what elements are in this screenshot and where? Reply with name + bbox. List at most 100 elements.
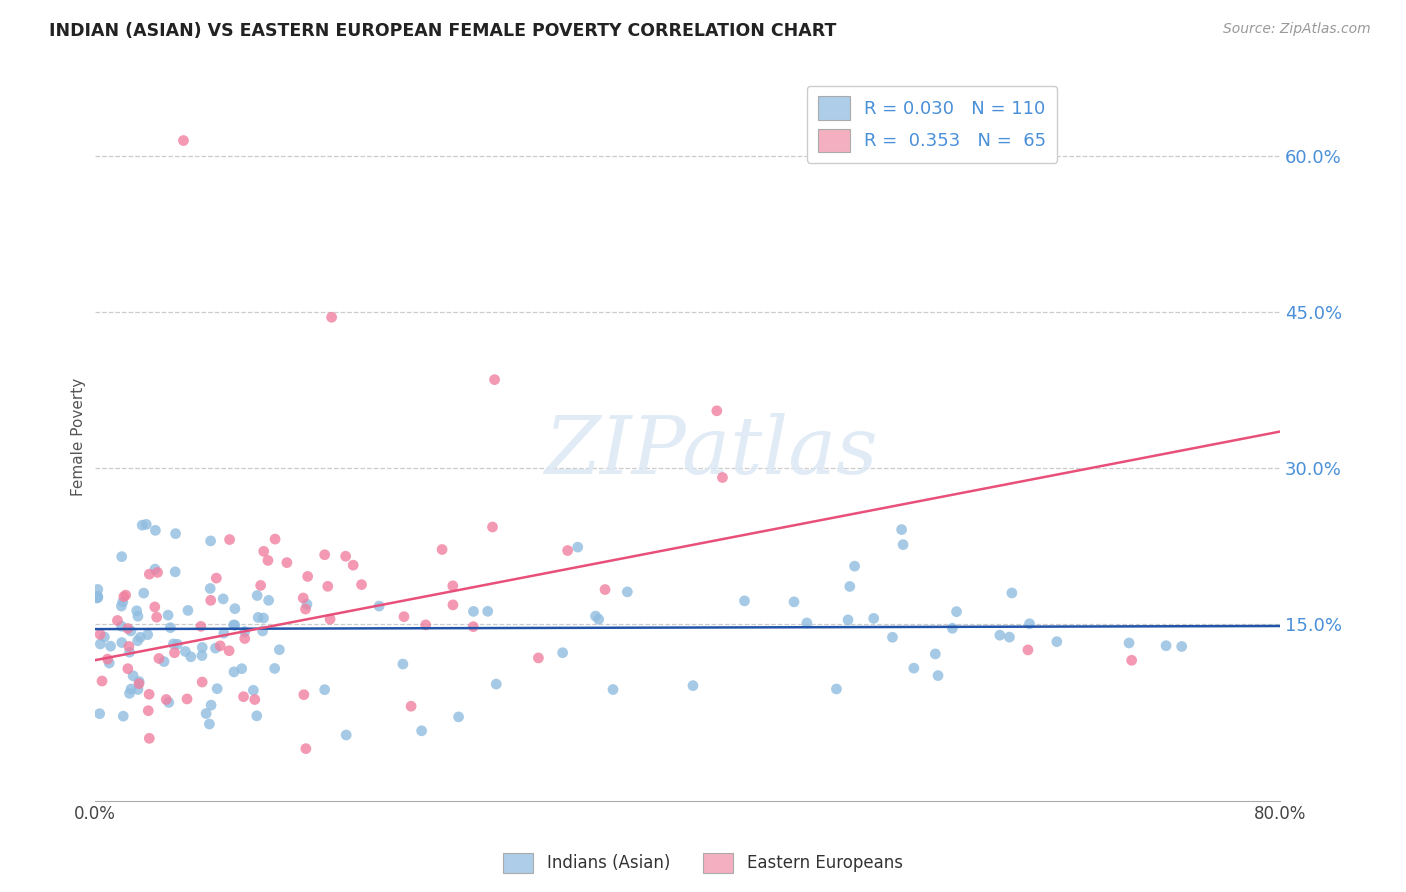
Point [143, 599, 166, 614]
Point [165, 526, 187, 541]
Point [463, 620, 485, 634]
Point [319, 612, 342, 626]
Point [89, 706, 111, 721]
Point [264, 532, 287, 546]
Point [734, 594, 756, 608]
Point [411, 723, 433, 738]
Point [166, 637, 188, 651]
Point [190, 619, 212, 633]
Point [682, 679, 704, 693]
Point [447, 710, 470, 724]
Point [125, 604, 148, 618]
Point [233, 624, 256, 639]
Point [128, 676, 150, 690]
Point [138, 687, 160, 701]
Point [891, 538, 914, 552]
Point [157, 608, 180, 623]
Point [145, 610, 167, 624]
Point [292, 688, 315, 702]
Point [114, 588, 136, 602]
Point [588, 612, 610, 626]
Point [218, 644, 240, 658]
Point [1118, 636, 1140, 650]
Point [441, 579, 464, 593]
Point [97, 652, 120, 666]
Point [252, 624, 274, 638]
Point [252, 611, 274, 625]
Point [205, 681, 228, 696]
Point [89, 637, 111, 651]
Point [269, 642, 291, 657]
Point [86, 591, 108, 605]
Y-axis label: Female Poverty: Female Poverty [72, 377, 86, 496]
Point [890, 523, 912, 537]
Point [1170, 640, 1192, 654]
Point [91, 673, 114, 688]
Point [138, 567, 160, 582]
Point [602, 682, 624, 697]
Point [117, 662, 139, 676]
Point [195, 706, 218, 721]
Point [163, 646, 186, 660]
Point [430, 542, 453, 557]
Point [212, 591, 235, 606]
Point [1017, 643, 1039, 657]
Point [131, 518, 153, 533]
Point [162, 637, 184, 651]
Point [120, 681, 142, 696]
Point [246, 708, 269, 723]
Point [155, 692, 177, 706]
Point [111, 549, 134, 564]
Point [335, 728, 357, 742]
Point [110, 619, 132, 633]
Point [392, 657, 415, 671]
Point [204, 641, 226, 656]
Point [441, 598, 464, 612]
Point [485, 677, 508, 691]
Point [112, 590, 135, 604]
Point [253, 544, 276, 558]
Point [415, 618, 437, 632]
Point [143, 562, 166, 576]
Point [118, 640, 141, 654]
Point [112, 709, 135, 723]
Point [1154, 639, 1177, 653]
Point [1001, 586, 1024, 600]
Point [135, 517, 157, 532]
Point [527, 651, 550, 665]
Point [998, 630, 1021, 644]
Point [557, 543, 579, 558]
Point [138, 731, 160, 746]
Point [111, 595, 134, 609]
Point [295, 741, 318, 756]
Point [314, 548, 336, 562]
Point [118, 645, 141, 659]
Point [1121, 653, 1143, 667]
Point [111, 635, 134, 649]
Point [118, 686, 141, 700]
Point [172, 134, 194, 148]
Point [218, 533, 240, 547]
Point [463, 604, 485, 618]
Point [825, 681, 848, 696]
Point [117, 622, 139, 636]
Point [177, 603, 200, 617]
Point [903, 661, 925, 675]
Point [233, 632, 256, 646]
Point [295, 597, 318, 611]
Point [257, 553, 280, 567]
Point [988, 628, 1011, 642]
Point [368, 599, 391, 613]
Point [89, 627, 111, 641]
Point [200, 593, 222, 607]
Point [128, 674, 150, 689]
Point [136, 704, 159, 718]
Point [838, 579, 860, 593]
Point [174, 644, 197, 658]
Point [136, 628, 159, 642]
Point [87, 591, 110, 605]
Point [862, 611, 884, 625]
Text: INDIAN (ASIAN) VS EASTERN EUROPEAN FEMALE POVERTY CORRELATION CHART: INDIAN (ASIAN) VS EASTERN EUROPEAN FEMAL… [49, 22, 837, 40]
Point [927, 668, 949, 682]
Point [129, 630, 152, 644]
